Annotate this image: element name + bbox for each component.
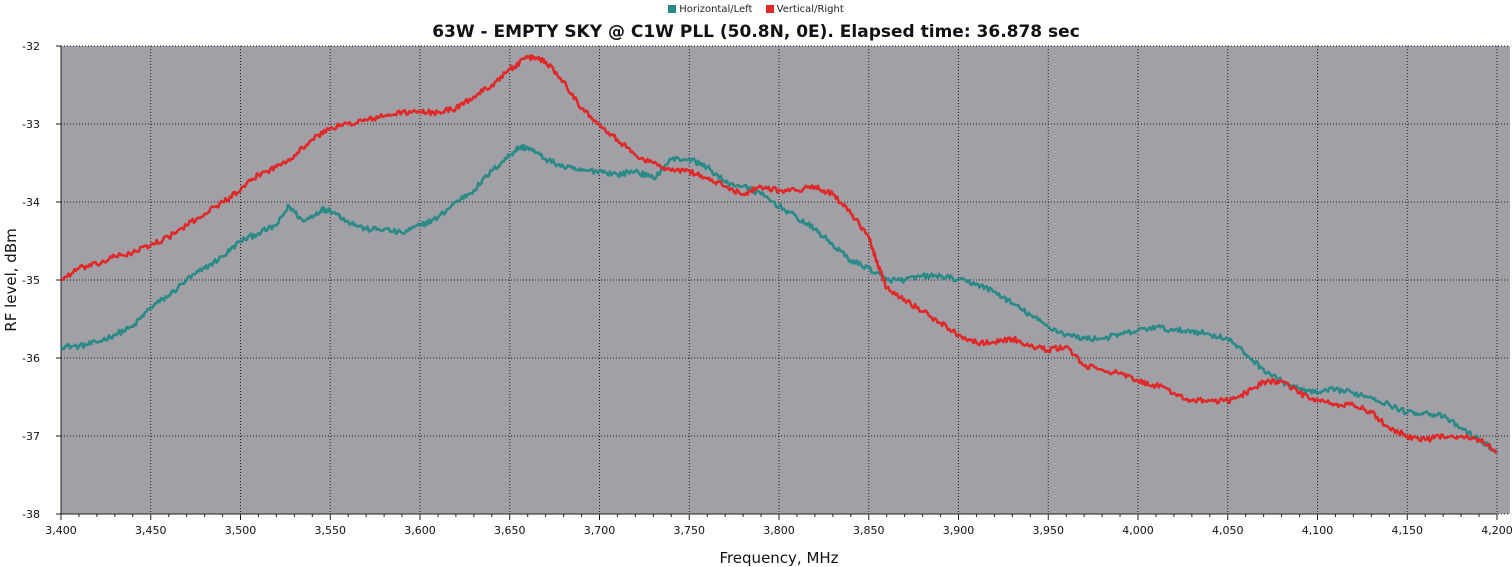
series-line-horizontal-left xyxy=(59,144,1498,453)
plot-background-group xyxy=(61,46,1510,514)
y-tick-labels: -32 -33 -34 -35 -36 -37 -38 xyxy=(22,40,40,521)
x-tick-label: 3,800 xyxy=(763,524,795,537)
x-tick-label: 4,100 xyxy=(1302,524,1334,537)
x-tick-label: 4,200 xyxy=(1481,524,1512,537)
x-tick-label: 3,400 xyxy=(45,524,77,537)
x-tick-label: 3,850 xyxy=(853,524,885,537)
legend-swatch-vertical-right xyxy=(765,5,774,13)
x-tick-label: 3,950 xyxy=(1033,524,1065,537)
y-tick-label: -33 xyxy=(22,118,40,131)
legend-item-horizontal-left: Horizontal/Left xyxy=(668,4,752,15)
legend-item-vertical-right: Vertical/Right xyxy=(765,4,844,15)
legend-label-vertical-right: Vertical/Right xyxy=(776,4,844,15)
legend: Horizontal/Left Vertical/Right xyxy=(0,4,1512,15)
x-tick-label: 3,500 xyxy=(225,524,257,537)
y-tick-label: -37 xyxy=(22,430,40,443)
x-tick-label: 3,550 xyxy=(315,524,347,537)
x-tick-label: 4,150 xyxy=(1392,524,1424,537)
x-tick-label: 3,650 xyxy=(494,524,526,537)
legend-label-horizontal-left: Horizontal/Left xyxy=(679,4,753,15)
x-tick-label: 4,000 xyxy=(1122,524,1154,537)
x-axis-title: Frequency, MHz xyxy=(719,549,838,567)
y-axis-title: RF level, dBm xyxy=(2,228,20,331)
x-tick-label: 3,600 xyxy=(404,524,436,537)
y-tick-label: -35 xyxy=(22,274,40,287)
legend-swatch-horizontal-left xyxy=(668,5,677,13)
x-tick-label: 3,700 xyxy=(584,524,616,537)
series-group xyxy=(59,53,1498,454)
series-line-vertical-right xyxy=(61,53,1498,454)
y-tick-label: -38 xyxy=(22,508,40,521)
plot-area-side-strip xyxy=(1497,46,1510,514)
x-tick-label: 4,050 xyxy=(1212,524,1244,537)
x-tick-labels: 3,400 3,450 3,500 3,550 3,600 3,650 3,700 3,750… xyxy=(45,524,1512,537)
y-tick-label: -34 xyxy=(22,196,40,209)
x-tick-label: 3,750 xyxy=(674,524,706,537)
chart-title: 63W - EMPTY SKY @ C1W PLL (50.8N, 0E). E… xyxy=(432,22,1080,42)
y-tick-label: -36 xyxy=(22,352,40,365)
x-tick-label: 3,450 xyxy=(135,524,167,537)
y-tick-label: -32 xyxy=(22,40,40,53)
x-tick-label: 3,900 xyxy=(943,524,975,537)
